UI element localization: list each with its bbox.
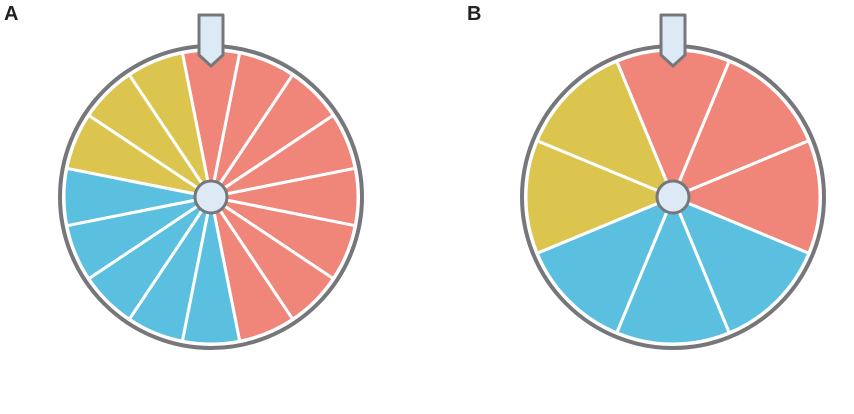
wheel-segment	[127, 51, 213, 199]
wheel-segment	[671, 195, 811, 335]
panel-label: B	[467, 3, 481, 25]
pointer	[197, 13, 225, 68]
wheel-segment	[671, 139, 822, 255]
wheel: B	[467, 3, 826, 350]
wheel-segment	[671, 59, 811, 199]
hub	[193, 179, 229, 215]
wheel-segment	[535, 59, 675, 199]
panel-label: A	[4, 3, 18, 25]
hub	[655, 179, 691, 215]
pointer	[659, 13, 687, 68]
wheel-segment	[535, 195, 675, 335]
wheel-segment	[615, 195, 731, 346]
wheel: A	[4, 3, 364, 350]
wheel-segment	[524, 139, 675, 255]
